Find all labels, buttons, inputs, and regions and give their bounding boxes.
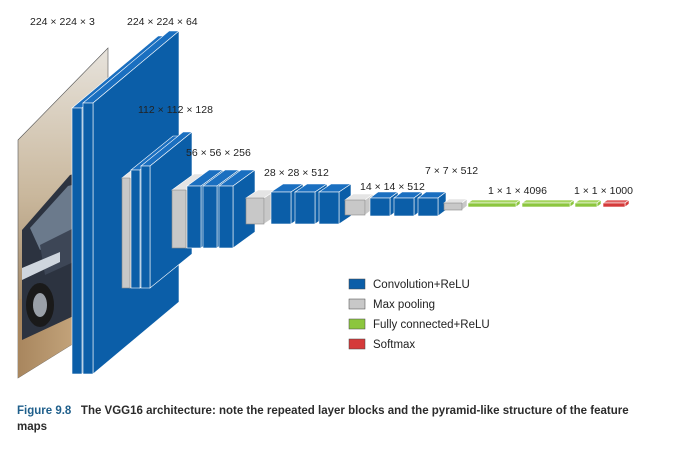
dim-label-fc: 1 × 1 × 4096 [488,185,547,197]
legend: Convolution+ReLU Max pooling Fully conne… [348,278,490,351]
dim-label-softmax: 1 × 1 × 1000 [574,185,633,197]
layer-stack [71,30,630,375]
layer-conv3-c [218,169,256,249]
legend-swatch-pool [348,298,366,310]
caption-text: The VGG16 architecture: note the repeate… [17,405,629,433]
legend-label-pool: Max pooling [373,299,435,311]
legend-swatch-softmax [348,338,366,350]
vgg16-diagram: 224 × 224 × 3 224 × 224 × 64 112 × 112 ×… [17,16,633,379]
layer-fc3 [574,199,602,208]
dim-label-pool5: 7 × 7 × 512 [425,165,478,177]
layer-conv5-c [417,191,447,217]
layer-pool4 [344,193,374,216]
dim-label-conv4: 28 × 28 × 512 [264,167,329,179]
dim-label-conv3: 56 × 56 × 256 [186,147,251,159]
layer-fc1 [467,199,521,208]
layer-pool5 [443,198,468,211]
caption-figure-number: Figure 9.8 [17,405,72,417]
dim-label-conv2: 112 × 112 × 128 [138,104,213,116]
figure-caption: Figure 9.8 The VGG16 architecture: note … [17,403,657,435]
legend-label-conv: Convolution+ReLU [373,279,470,291]
layer-conv2-b [140,131,193,289]
layer-softmax [602,199,630,208]
legend-label-fc: Fully connected+ReLU [373,319,490,331]
legend-swatch-conv [348,278,366,290]
legend-swatch-fc [348,318,366,330]
dim-label-input: 224 × 224 × 3 [30,16,95,28]
layer-fc2 [521,199,575,208]
dim-label-conv1: 224 × 224 × 64 [127,16,198,28]
dim-label-conv5: 14 × 14 × 512 [360,181,425,193]
legend-label-softmax: Softmax [373,339,415,351]
dimension-labels: 224 × 224 × 3 224 × 224 × 64 112 × 112 ×… [30,16,633,197]
